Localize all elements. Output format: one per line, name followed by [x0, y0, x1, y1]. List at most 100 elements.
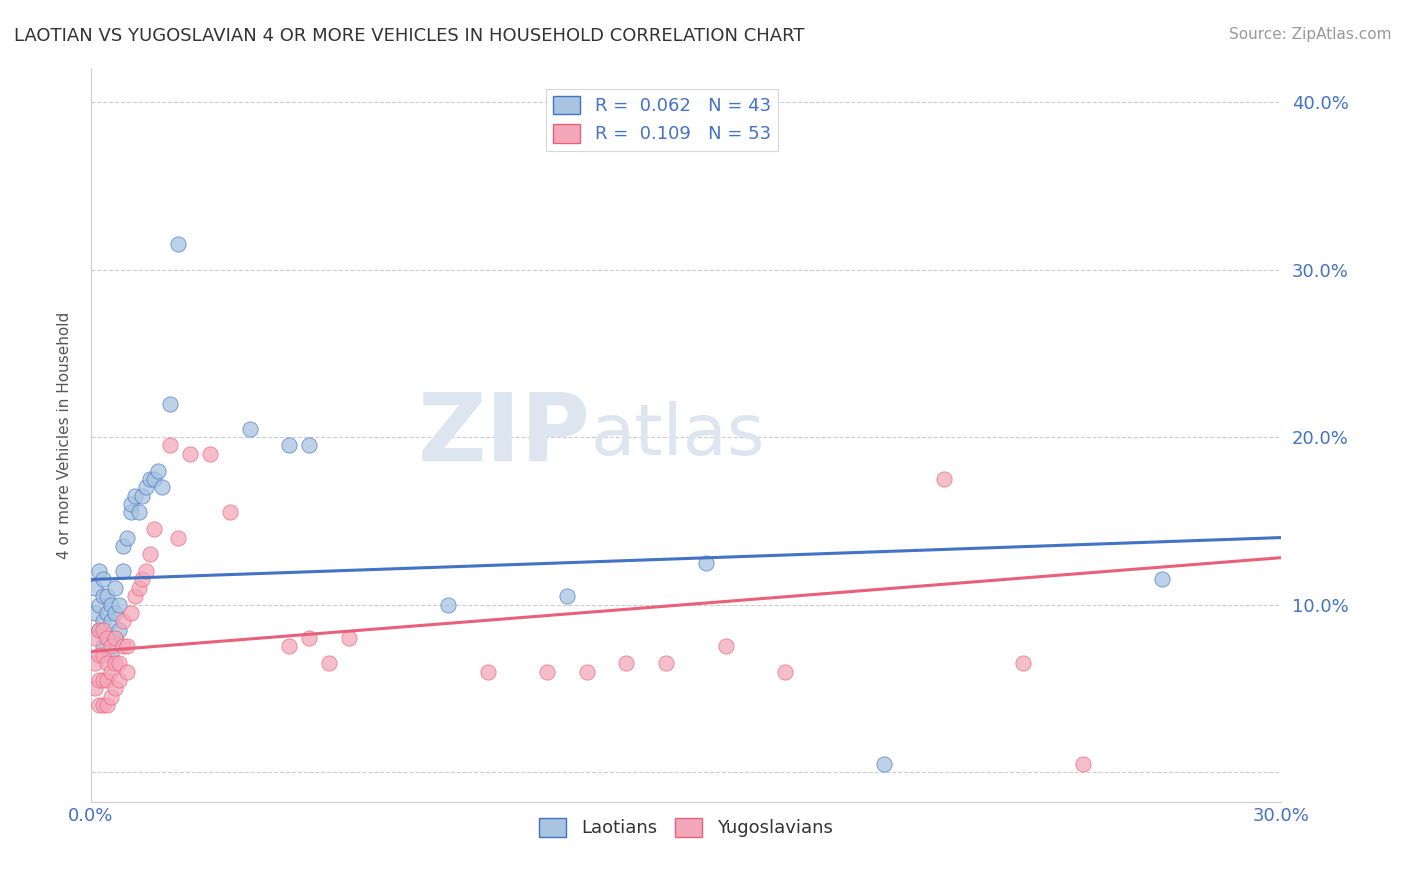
Point [83, 657, 105, 671]
Point [773, 665, 796, 679]
Point [239, 422, 262, 436]
Point [1150, 573, 1173, 587]
Point [124, 589, 146, 603]
Point [159, 438, 181, 452]
Text: Source: ZipAtlas.com: Source: ZipAtlas.com [1229, 27, 1392, 42]
Point [83, 606, 105, 620]
Point [128, 506, 150, 520]
Point [873, 756, 896, 771]
Point [96, 589, 118, 603]
Point [83, 631, 105, 645]
Point [167, 237, 190, 252]
Point [96, 631, 118, 645]
Point [100, 648, 122, 662]
Point [139, 472, 162, 486]
Point [87, 698, 110, 712]
Point [100, 665, 122, 679]
Point [104, 631, 127, 645]
Point [298, 438, 321, 452]
Point [143, 472, 166, 486]
Point [104, 681, 127, 696]
Point [104, 606, 127, 620]
Point [83, 581, 105, 595]
Point [555, 589, 578, 603]
Point [91, 589, 114, 603]
Point [198, 447, 221, 461]
Point [96, 631, 118, 645]
Point [87, 623, 110, 637]
Point [115, 640, 138, 654]
Point [218, 506, 240, 520]
Point [87, 623, 110, 637]
Point [278, 640, 301, 654]
Point [131, 573, 153, 587]
Point [100, 598, 122, 612]
Point [91, 673, 114, 687]
Text: ZIP: ZIP [418, 390, 591, 482]
Point [91, 648, 114, 662]
Point [100, 690, 122, 704]
Point [100, 640, 122, 654]
Point [131, 489, 153, 503]
Point [83, 681, 105, 696]
Point [91, 640, 114, 654]
Legend: Laotians, Yugoslavians: Laotians, Yugoslavians [531, 811, 839, 845]
Point [124, 489, 146, 503]
Point [278, 438, 301, 452]
Point [135, 480, 157, 494]
Point [337, 631, 360, 645]
Point [111, 564, 134, 578]
Point [135, 564, 157, 578]
Point [159, 396, 181, 410]
Point [100, 615, 122, 629]
Point [87, 648, 110, 662]
Point [96, 657, 118, 671]
Point [120, 506, 142, 520]
Point [107, 623, 129, 637]
Point [1071, 756, 1094, 771]
Text: LAOTIAN VS YUGOSLAVIAN 4 OR MORE VEHICLES IN HOUSEHOLD CORRELATION CHART: LAOTIAN VS YUGOSLAVIAN 4 OR MORE VEHICLE… [14, 27, 804, 45]
Point [536, 665, 558, 679]
Point [120, 497, 142, 511]
Point [91, 573, 114, 587]
Point [318, 657, 340, 671]
Point [120, 606, 142, 620]
Point [655, 657, 678, 671]
Y-axis label: 4 or more Vehicles in Household: 4 or more Vehicles in Household [58, 312, 72, 559]
Point [87, 598, 110, 612]
Point [150, 480, 173, 494]
Point [714, 640, 737, 654]
Point [104, 657, 127, 671]
Point [87, 673, 110, 687]
Point [91, 623, 114, 637]
Point [616, 657, 638, 671]
Point [96, 698, 118, 712]
Point [87, 564, 110, 578]
Point [148, 464, 170, 478]
Point [111, 640, 134, 654]
Point [115, 531, 138, 545]
Point [1012, 657, 1035, 671]
Point [695, 556, 717, 570]
Point [167, 531, 190, 545]
Point [115, 665, 138, 679]
Point [111, 539, 134, 553]
Point [107, 598, 129, 612]
Point [104, 631, 127, 645]
Point [91, 698, 114, 712]
Point [932, 472, 955, 486]
Text: atlas: atlas [591, 401, 765, 470]
Point [128, 581, 150, 595]
Point [96, 606, 118, 620]
Point [104, 581, 127, 595]
Point [179, 447, 201, 461]
Point [139, 547, 162, 561]
Point [91, 615, 114, 629]
Point [107, 673, 129, 687]
Point [96, 673, 118, 687]
Point [437, 598, 460, 612]
Point [107, 657, 129, 671]
Point [477, 665, 499, 679]
Point [111, 615, 134, 629]
Point [143, 522, 166, 536]
